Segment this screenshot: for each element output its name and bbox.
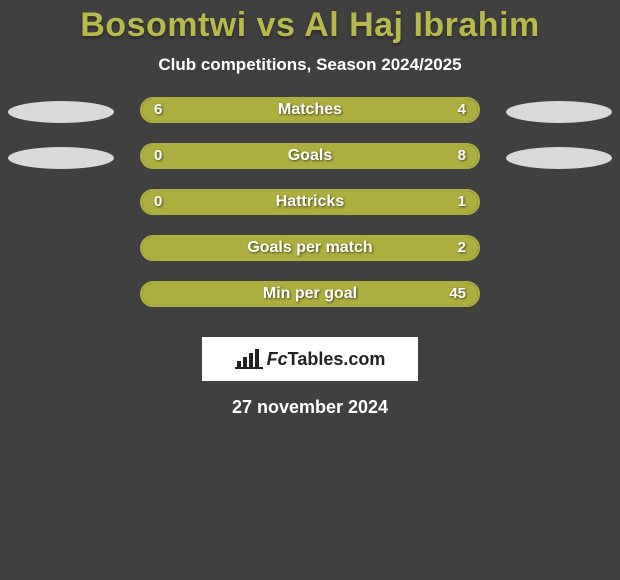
team-logo-placeholder-left (8, 101, 114, 123)
stat-row: Goals per match2 (0, 235, 620, 281)
stat-bar-track: Goals per match2 (140, 235, 480, 261)
stat-row: Hattricks01 (0, 189, 620, 235)
comparison-widget: Bosomtwi vs Al Haj Ibrahim Club competit… (0, 0, 620, 418)
date-label: 27 november 2024 (0, 381, 620, 418)
page-subtitle: Club competitions, Season 2024/2025 (0, 49, 620, 97)
stat-bar-fill-left (142, 99, 344, 121)
stat-bar-track: Matches64 (140, 97, 480, 123)
chart-area: Matches64 Goals08 Hattricks01 Goals per mat… (0, 97, 620, 327)
stat-bar-track: Goals08 (140, 143, 480, 169)
bar-chart-icon (235, 349, 263, 369)
page-title: Bosomtwi vs Al Haj Ibrahim (0, 0, 620, 49)
stat-row: Min per goal45 (0, 281, 620, 327)
team-logo-placeholder-right (506, 101, 612, 123)
stat-bar-fill-right (142, 237, 478, 259)
brand-logo-inner: FcTables.com (235, 349, 386, 370)
brand-logo[interactable]: FcTables.com (202, 337, 418, 381)
team-logo-placeholder-left (8, 147, 114, 169)
stat-bar-fill-right (142, 145, 478, 167)
stat-bar-track: Hattricks01 (140, 189, 480, 215)
stat-row: Matches64 (0, 97, 620, 143)
stat-bar-fill-right (142, 191, 478, 213)
stat-bar-track: Min per goal45 (140, 281, 480, 307)
stat-bar-fill-right (344, 99, 478, 121)
team-logo-placeholder-right (506, 147, 612, 169)
stat-bar-fill-right (142, 283, 478, 305)
stat-row: Goals08 (0, 143, 620, 189)
brand-logo-text: FcTables.com (267, 349, 386, 370)
